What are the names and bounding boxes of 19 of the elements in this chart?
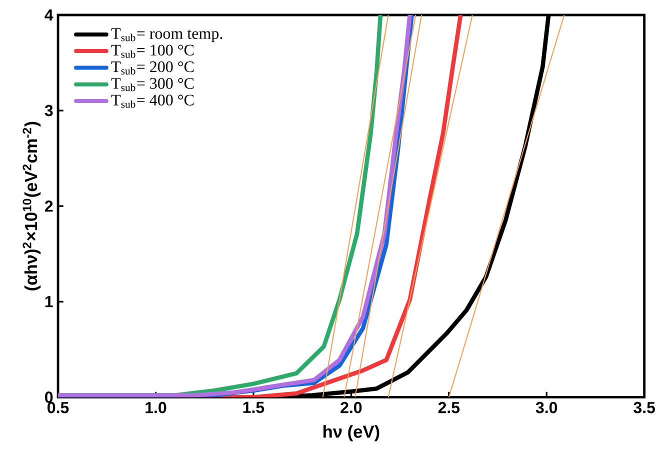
x-tick-label: 0.5 [48,402,69,414]
x-axis-title: hν (eV) [323,424,380,442]
y-tick-label: 0 [45,391,53,403]
y-tick-label: 4 [44,9,54,20]
x-tick-label: 1.5 [243,402,264,413]
legend-label: T$_{sub}$= 300 °C [111,78,194,92]
y-tick-label: 3 [44,104,53,116]
x-tick-label: 2.0 [340,402,362,414]
legend-label: T$_{sub}$= 100 °C [111,44,194,58]
text: (αhν)$^{2}$×10$^{10}$(eV$^{2}$cm$^{-2}$) [22,122,41,290]
y-tick-label: 1 [45,296,53,308]
x-tick-label: 2.5 [438,402,460,414]
legend-label: T$_{sub}$= 200 °C [111,61,194,74]
y-tick-label: 2 [44,200,53,212]
legend-label: T$_{sub}$= room temp. [111,28,222,42]
x-tick-label: 3.0 [536,402,558,414]
legend-label: T$_{sub}$= 400 °C [111,94,194,108]
x-tick-label: 3.5 [634,402,655,414]
x-tick-label: 1.0 [146,402,166,414]
